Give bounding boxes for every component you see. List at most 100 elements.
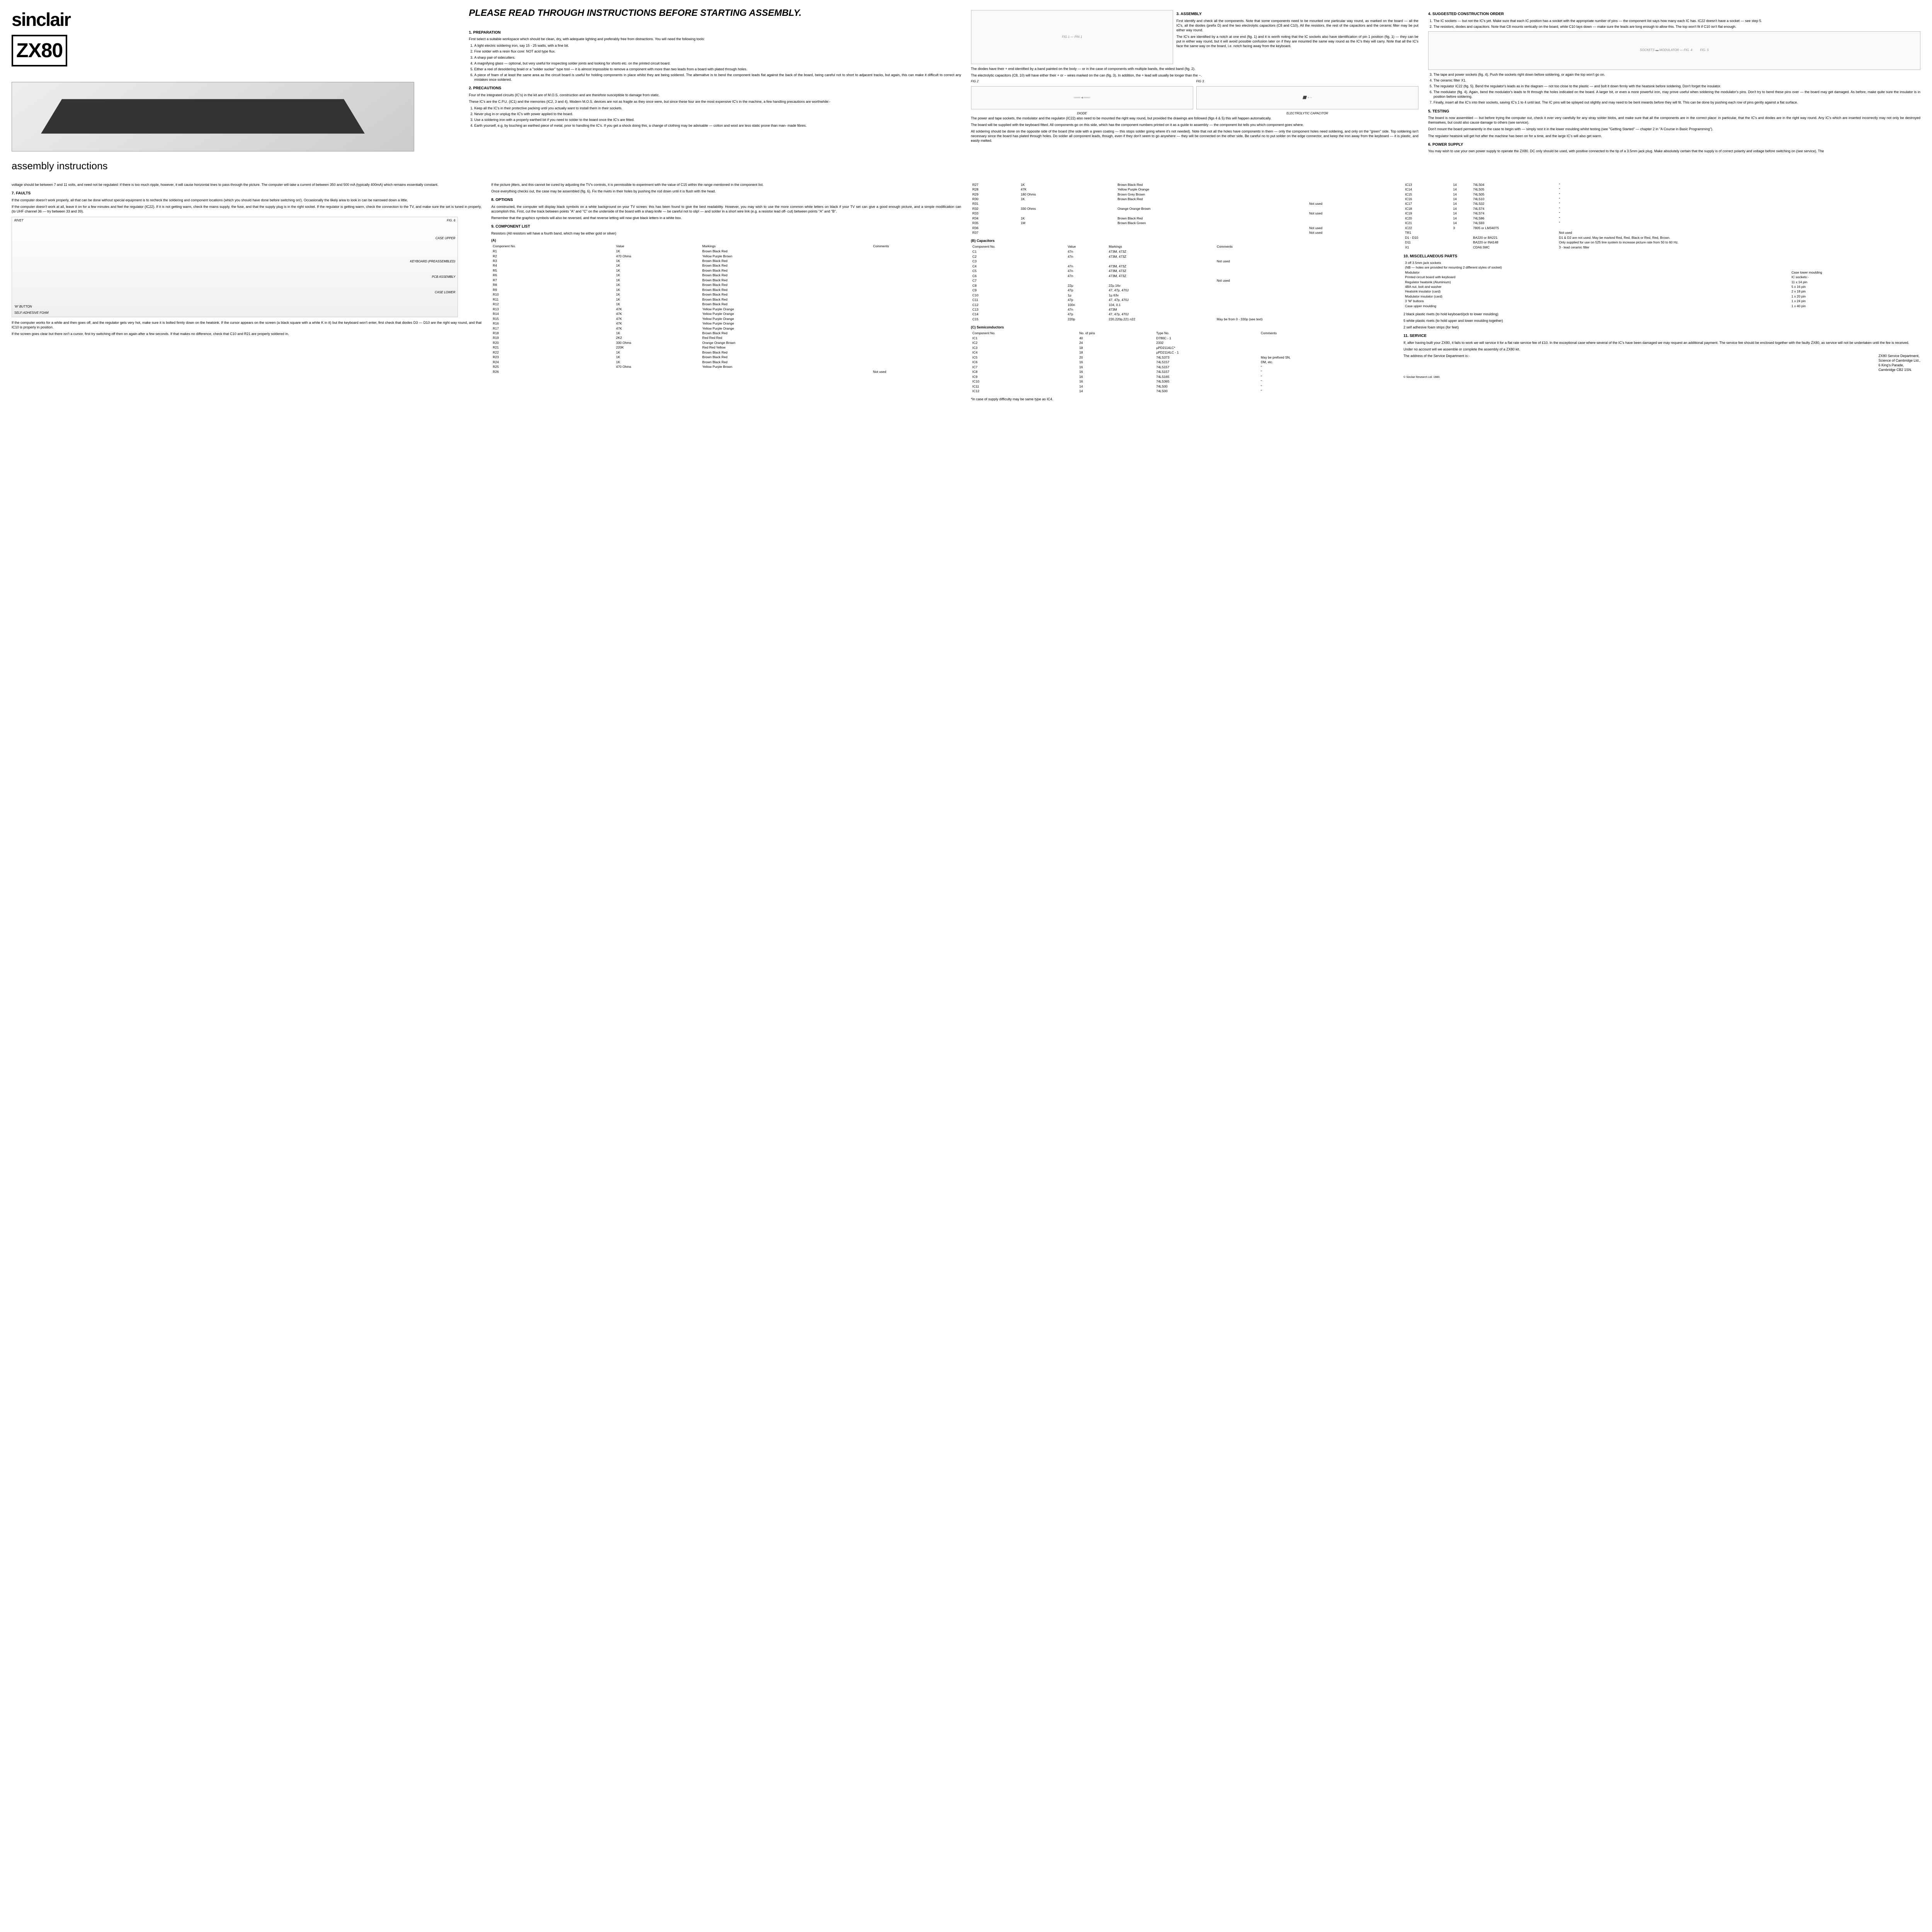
- table-row: R41KBrown Black Red: [491, 264, 961, 268]
- list-item: A magnifying glass — optional, but very …: [474, 61, 961, 66]
- table-row: IC52074LS373May be prefixed SN,: [971, 355, 1394, 360]
- table-row: IC101674LS365": [971, 379, 1394, 384]
- list-item: Earth yourself, e.g. by touching an eart…: [474, 123, 961, 128]
- table-row: IC181474LS74": [1403, 206, 1920, 211]
- table-row: C647n473M, 473Z: [971, 274, 1394, 278]
- table-row: R1647KYellow Purple Orange: [491, 321, 961, 326]
- s3-p1: First identify and check all the compone…: [1176, 19, 1418, 32]
- s8-pre2: Once everything checks out, the case may…: [491, 189, 961, 194]
- list-item: The modulator (fig. 4). Again, bend the …: [1434, 90, 1920, 99]
- table-row: 4BA nut, bolt and washer5 x 16 pin: [1403, 284, 1920, 289]
- table-row: IC171474LS32": [1403, 202, 1920, 206]
- list-item: Finally, insert all the IC's into their …: [1434, 100, 1920, 105]
- s8-p1: As constructed, the computer will displa…: [491, 204, 961, 214]
- section-11-head: 11. SERVICE: [1403, 333, 1920, 339]
- table-row: C7Not used: [971, 279, 1394, 283]
- s7-p3: If the computer works for a while and th…: [12, 320, 481, 330]
- table-row: R1347KYellow Purple Orange: [491, 307, 961, 311]
- s11-p1: If, after having built your ZX80, it fai…: [1403, 340, 1920, 345]
- misc-list-2: 2 black plastic rivets (to hold keyboard…: [1403, 312, 1920, 330]
- resistors-table: Component No.ValueMarkingsComments R11KB…: [491, 244, 961, 374]
- list-item: The resistors, diodes and capacitors. No…: [1434, 24, 1920, 29]
- fig2-label: FIG 2: [971, 80, 1193, 84]
- list-item: The tape and power sockets (fig. 4). Pus…: [1434, 72, 1920, 77]
- s4-list-bottom: The tape and power sockets (fig. 4). Pus…: [1434, 72, 1920, 105]
- semi-label: (C) Semiconductors: [971, 325, 1394, 330]
- list-item: A sharp pair of sidecutters.: [474, 55, 961, 60]
- table-row: R31KBrown Black Red: [491, 259, 961, 263]
- table-row: R25470 OhmsYellow Purple Brown: [491, 365, 961, 369]
- table-row: IC71674LS157": [971, 365, 1394, 369]
- table-row: IC81674LS157": [971, 370, 1394, 374]
- table-row: IC141474LS05": [1403, 187, 1920, 192]
- fig2-resistor-diode: ═══◄═══: [971, 86, 1193, 109]
- table-row: IC131474LS04": [1403, 182, 1920, 187]
- table-row: X1CDA6.5MC3 - lead ceramic filter: [1403, 245, 1920, 250]
- s7-p2: If the computer doesn't work at all, lea…: [12, 204, 481, 214]
- table-row: R231KBrown Black Red: [491, 355, 961, 360]
- fig3-capacitor: ⬛ + −: [1196, 86, 1418, 109]
- section-10-head: 10. MISCELLANEOUS PARTS: [1403, 254, 1920, 259]
- resistors-table-2: R271KBrown Black RedR2847KYellow Purple …: [971, 182, 1394, 235]
- table-row: R341KBrown Black Red: [971, 216, 1394, 221]
- table-row: R111KBrown Black Red: [491, 297, 961, 302]
- table-row: C12100n104, 0.1: [971, 303, 1394, 307]
- table-row: IC2237805 or LM340T5: [1403, 226, 1920, 230]
- brand-logo: sinclair: [12, 8, 459, 33]
- s7-p1: If the computer doesn't work properly, a…: [12, 198, 481, 202]
- table-row: IC191474LS74": [1403, 211, 1920, 216]
- table-row: R81KBrown Black Red: [491, 283, 961, 287]
- table-row: ModulatorCase lower moulding: [1403, 270, 1920, 275]
- table-row: R351MBrown Black Green: [971, 221, 1394, 226]
- table-row: R221KBrown Black Red: [491, 350, 961, 355]
- fig3-label: FIG 3: [1196, 80, 1418, 84]
- semi-table-2: IC131474LS04"IC141474LS05"IC151474LS05"I…: [1403, 182, 1920, 250]
- table-row: IC318µPD2114LC*: [971, 345, 1394, 350]
- list-item: Use a soldering iron with a properly ear…: [474, 117, 961, 122]
- list-item: A piece of foam of at least the same are…: [474, 73, 961, 82]
- table-row: R37Not used: [971, 231, 1394, 235]
- s2-list: Keep all the IC's in their protective pa…: [474, 106, 961, 128]
- table-row: R31Not used: [971, 202, 1394, 206]
- misc-table: 3 off 3.5mm jack sockets(NB — holes are …: [1403, 260, 1920, 309]
- s3-p5: The power and tape sockets, the modulato…: [971, 116, 1418, 121]
- table-row: Regulator heatsink (Aluminium)11 x 14 pi…: [1403, 280, 1920, 284]
- s3-p2: The IC's are identified by a notch at on…: [1176, 34, 1418, 48]
- s6-p1: You may wish to use your own power suppl…: [1428, 149, 1920, 153]
- section-4-head: 4. SUGGESTED CONSTRUCTION ORDER: [1428, 12, 1920, 17]
- table-row: R20330 OhmsOrange Orange Brown: [491, 340, 961, 345]
- s8-p2: Remember that the graphics symbols will …: [491, 216, 961, 220]
- resistors-label: (A): [491, 238, 961, 243]
- list-item: Either a reel of desoldering braid or a …: [474, 67, 961, 71]
- table-row: IC140D780C - 1: [971, 336, 1394, 340]
- table-row: R71KBrown Black Red: [491, 278, 961, 282]
- table-row: R271KBrown Black Red: [971, 182, 1394, 187]
- s7-p4: If the screen goes clear but there isn't…: [12, 332, 481, 336]
- elcap-label: ELECTROLYTIC CAPACITOR: [1196, 112, 1418, 116]
- list-item: A light electric soldering iron, say 15 …: [474, 43, 961, 48]
- table-row: C1347n473M: [971, 307, 1394, 312]
- table-row: R121KBrown Black Red: [491, 302, 961, 307]
- table-row: R33Not used: [971, 211, 1394, 216]
- table-row: (NB — holes are provided for mounting 2 …: [1403, 265, 1920, 270]
- s1-intro: First select a suitable workspace which …: [469, 37, 961, 41]
- s2-p1: Four of the integrated circuits (IC's) i…: [469, 93, 961, 97]
- table-row: R91KBrown Black Red: [491, 287, 961, 292]
- subtitle: assembly instructions: [12, 159, 459, 173]
- table-row: IC121474LS00": [971, 389, 1394, 394]
- fig4-fig5-board: SOCKETS ▬ MODULATOR — FIG. 4 FIG. 5: [1428, 31, 1920, 70]
- section-5-head: 5. TESTING: [1428, 109, 1920, 114]
- section-1-head: 1. PREPARATION: [469, 30, 961, 36]
- table-row: Printed circuit board with keyboardIC so…: [1403, 275, 1920, 280]
- section-7-head: 7. FAULTS: [12, 191, 481, 196]
- service-address: ZX80 Service Department,Science of Cambr…: [1878, 354, 1920, 372]
- table-row: R21220KRed Red Yellow: [491, 345, 961, 350]
- table-row: 3 off 3.5mm jack sockets: [1403, 260, 1920, 265]
- table-row: R241KBrown Black Red: [491, 360, 961, 364]
- semi-table: Component No.No. of pinsType No.Comments…: [971, 331, 1394, 394]
- table-row: C101µ1µ 63v: [971, 293, 1394, 298]
- s8-pre1: If the picture jitters, and this cannot …: [491, 182, 961, 187]
- s11-p2: Under no account will we assemble or com…: [1403, 347, 1920, 352]
- s3-p4: The electrolytic capacitors (C8, 10) wil…: [971, 73, 1418, 78]
- s1-list: A light electric soldering iron, say 15 …: [474, 43, 961, 82]
